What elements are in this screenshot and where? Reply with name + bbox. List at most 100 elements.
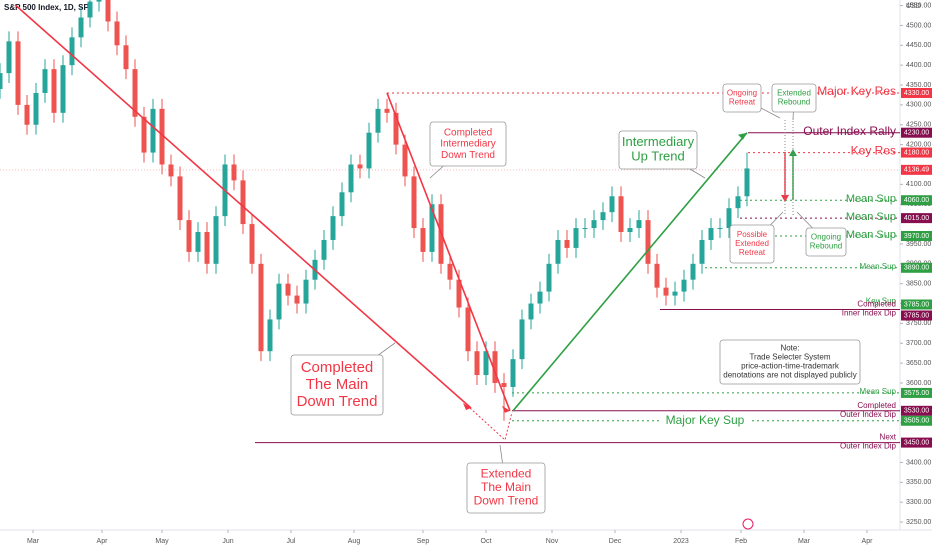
last-price-label: 4136.49 — [904, 167, 929, 174]
callout-text: price-action-time-trademark — [741, 362, 840, 371]
level-text: Outer Index Dip — [840, 442, 897, 451]
callout-text: Extended — [481, 467, 532, 481]
callout-text: Up Trend — [631, 149, 684, 164]
callout-text: Rebound — [778, 98, 810, 107]
candle-body — [465, 307, 471, 352]
x-tick-label: Oct — [481, 538, 492, 545]
candle-body — [708, 228, 714, 240]
callout-text: Completed — [301, 359, 374, 376]
candle-body — [78, 17, 84, 38]
level-text: Mean Sup — [846, 193, 896, 205]
arrow-rebound-head — [789, 149, 797, 156]
callout-box — [429, 121, 507, 167]
callout-text: Ongoing — [811, 233, 841, 242]
callout-text: Retreat — [729, 98, 756, 107]
candle-body — [42, 69, 48, 93]
callout-text: Possible — [737, 230, 768, 239]
y-tick-label: 4550.00 — [906, 2, 931, 9]
level-price-box — [901, 230, 932, 241]
candle-body — [627, 228, 633, 233]
candle-body — [636, 220, 642, 229]
candle-body — [375, 108, 381, 133]
candle-body — [510, 359, 516, 387]
candle-body — [285, 283, 291, 296]
callout-text: Ongoing — [727, 89, 757, 98]
callout-text: denotations are not displayed publicly — [723, 371, 856, 380]
candle-body — [384, 108, 390, 113]
callout-text: Rebound — [810, 242, 842, 251]
y-tick-label: 3750.00 — [906, 320, 931, 327]
callout-text: The Main — [481, 480, 531, 494]
candle-body — [366, 132, 372, 169]
callout-box — [466, 462, 546, 514]
level-text: Next — [880, 433, 897, 442]
candle-body — [654, 263, 660, 288]
y-tick-label: 4500.00 — [906, 22, 931, 29]
candle-body — [456, 279, 462, 308]
callout-text: Note: — [780, 344, 799, 353]
level-price-box — [901, 405, 932, 416]
candle-body — [609, 196, 615, 213]
level-price-box — [901, 387, 932, 398]
candle-body — [87, 1, 93, 18]
candle-body — [348, 164, 354, 193]
level-price-label: 3785.00 — [904, 312, 929, 319]
callout-text: Completed — [444, 127, 492, 138]
candle-body — [267, 319, 273, 352]
candle-body — [393, 112, 399, 145]
y-tick-label: 4300.00 — [906, 102, 931, 109]
level-text: Completed — [857, 300, 896, 309]
arrowhead — [502, 405, 510, 413]
level-price-label: 3505.00 — [904, 418, 929, 425]
level-price-box — [901, 147, 932, 158]
y-tick-label: 3350.00 — [906, 479, 931, 486]
y-tick-label: 3300.00 — [906, 499, 931, 506]
y-tick-label: 3400.00 — [906, 459, 931, 466]
candle-body — [195, 232, 201, 252]
candle-body — [159, 108, 165, 165]
candle-body — [717, 228, 723, 230]
candle-body — [51, 69, 57, 113]
level-text: Inner Index Dip — [842, 309, 897, 318]
trendline — [14, 4, 472, 409]
candle-body — [69, 37, 75, 66]
level-price-label: 4060.00 — [904, 197, 929, 204]
trendline — [386, 92, 511, 412]
candle-body — [150, 108, 156, 153]
level-text: Outer Index Dip — [840, 410, 897, 419]
candle-body — [294, 295, 300, 304]
x-tick-label: Aug — [348, 538, 361, 545]
callout-text: The Main — [306, 376, 369, 393]
candle-body — [537, 291, 543, 304]
candle-body — [321, 239, 327, 260]
x-tick-label: Jun — [222, 538, 233, 545]
candle-body — [429, 204, 435, 252]
level-price-label: 3575.00 — [904, 390, 929, 397]
x-tick-label: Mar — [798, 538, 811, 545]
candle-body — [555, 239, 561, 264]
lightning-icon — [742, 518, 754, 530]
candle-body — [744, 168, 750, 197]
y-axis-label: USD — [906, 3, 921, 10]
candle-body — [447, 263, 453, 280]
candle-body — [411, 176, 417, 229]
candle-body — [681, 279, 687, 292]
level-text-bg — [659, 412, 751, 429]
candle-body — [339, 192, 345, 217]
candle-body — [60, 65, 66, 113]
y-tick-label: 4350.00 — [906, 82, 931, 89]
candle-body — [96, 0, 102, 2]
callout-box — [729, 224, 775, 264]
level-text: Completed — [857, 401, 896, 410]
callout-box — [722, 83, 762, 113]
chart-title: S&P 500 Index, 1D, SP — [4, 3, 89, 12]
callout-box — [805, 227, 847, 257]
level-text: Mean Sup — [846, 229, 896, 241]
level-price-label: 4230.00 — [904, 130, 929, 137]
candle-body — [213, 216, 219, 264]
candle-body — [591, 220, 597, 229]
candle-body — [474, 351, 480, 376]
candle-body — [690, 263, 696, 280]
candle-body — [645, 220, 651, 264]
